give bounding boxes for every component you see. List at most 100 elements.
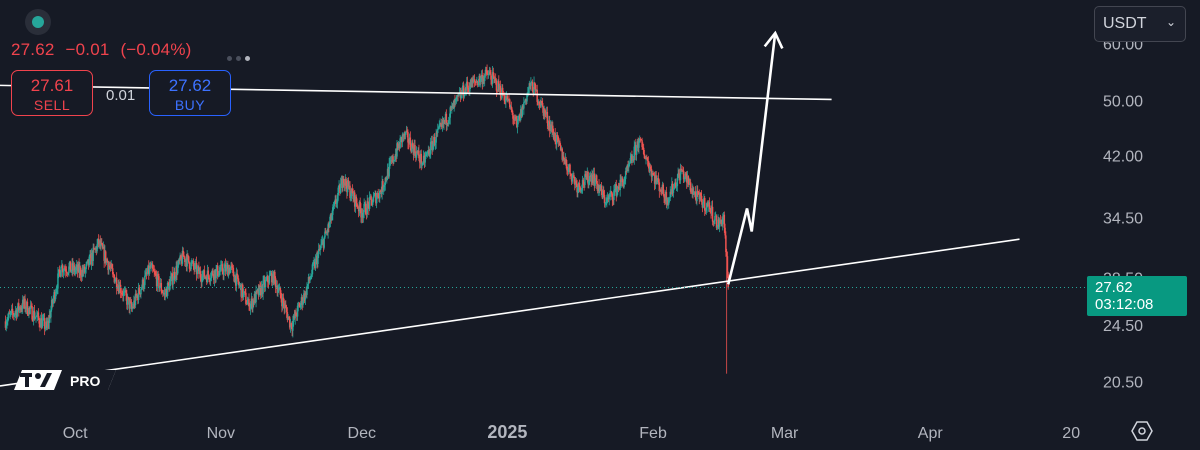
candle (244, 288, 246, 295)
candle (209, 277, 211, 285)
candle-body (32, 310, 35, 321)
candle (505, 91, 508, 101)
candle (487, 70, 490, 79)
candle-body (486, 70, 488, 74)
candle-body (270, 273, 273, 283)
candle (187, 253, 189, 261)
candle-body (559, 144, 562, 151)
candle (541, 97, 544, 113)
settings-hexagon-icon[interactable] (1131, 420, 1153, 442)
candle (341, 175, 343, 193)
candle-body (656, 180, 658, 183)
candle-body (30, 305, 33, 307)
candle-body (153, 270, 156, 273)
candle (274, 269, 276, 285)
candle-body (576, 183, 578, 193)
more-dots-icon[interactable] (227, 48, 254, 66)
candle-body (685, 173, 687, 175)
candle (346, 177, 349, 196)
candle-body (237, 275, 239, 282)
candle (707, 200, 710, 212)
candle-body (435, 132, 437, 143)
candle-body (395, 153, 397, 157)
candle (600, 182, 603, 195)
candle (717, 214, 719, 229)
candle (710, 205, 712, 219)
candle (87, 258, 90, 270)
candle-body (682, 170, 685, 180)
candle-body (686, 176, 689, 183)
candle (116, 283, 119, 292)
candle (70, 269, 73, 273)
candle (498, 83, 501, 94)
candle-body (10, 311, 12, 314)
candle-body (296, 315, 298, 317)
candle (572, 170, 574, 178)
candle-body (242, 292, 245, 298)
candle (25, 300, 28, 315)
candle-body (668, 197, 671, 199)
candle-body (97, 238, 99, 245)
candle-body (346, 185, 348, 193)
candle (223, 261, 226, 269)
candle-body (310, 277, 312, 279)
candle-body (447, 120, 450, 124)
candle (700, 192, 702, 201)
candle (164, 288, 166, 301)
candle-body (239, 284, 242, 286)
candle-body (91, 252, 94, 261)
candle-body (503, 94, 506, 101)
candle-body (393, 160, 395, 163)
candle-body (140, 287, 143, 290)
candle-body (650, 168, 653, 177)
candle (378, 197, 380, 202)
candle-body (666, 199, 668, 205)
candle (708, 197, 711, 213)
time-axis[interactable]: Oct Nov Dec 2025 Feb Mar Apr 20 (63, 422, 1080, 442)
buy-button[interactable]: 27.62 BUY (149, 70, 231, 116)
sell-button[interactable]: 27.61 SELL (11, 70, 93, 116)
candle (610, 186, 612, 201)
candle-body (305, 292, 307, 295)
candle-body (143, 285, 145, 289)
currency-select[interactable]: USDT ⌄ (1094, 6, 1186, 42)
candle (676, 174, 679, 192)
candle (61, 260, 63, 268)
candle (136, 294, 138, 299)
candle-body (306, 286, 308, 295)
candle-body (220, 264, 223, 266)
candle-body (692, 188, 694, 195)
candle-body (509, 106, 512, 108)
candle (100, 238, 102, 251)
candle (454, 98, 457, 106)
candle (125, 288, 127, 301)
candle (86, 260, 88, 267)
candle-body (57, 273, 59, 289)
candle (169, 276, 171, 291)
candle (201, 270, 203, 287)
candle-body (142, 279, 145, 289)
candle-body (404, 132, 407, 136)
candle-body (700, 193, 702, 196)
candle-body (229, 267, 231, 273)
candle-body (21, 308, 23, 310)
candle (606, 192, 609, 204)
candle-body (531, 81, 534, 91)
candle-body (472, 79, 474, 82)
price-tick-label: 50.00 (1103, 94, 1143, 111)
candle (303, 289, 305, 304)
candle-body (129, 301, 131, 309)
candle (644, 155, 646, 160)
candle-body (591, 174, 593, 183)
candle (475, 79, 477, 86)
candle (617, 182, 620, 193)
candle (474, 81, 477, 86)
candle-body (701, 202, 704, 208)
candle (487, 70, 489, 76)
candle-body (123, 290, 126, 292)
candle (215, 264, 217, 283)
candle (436, 123, 439, 137)
candle-body (32, 319, 34, 321)
